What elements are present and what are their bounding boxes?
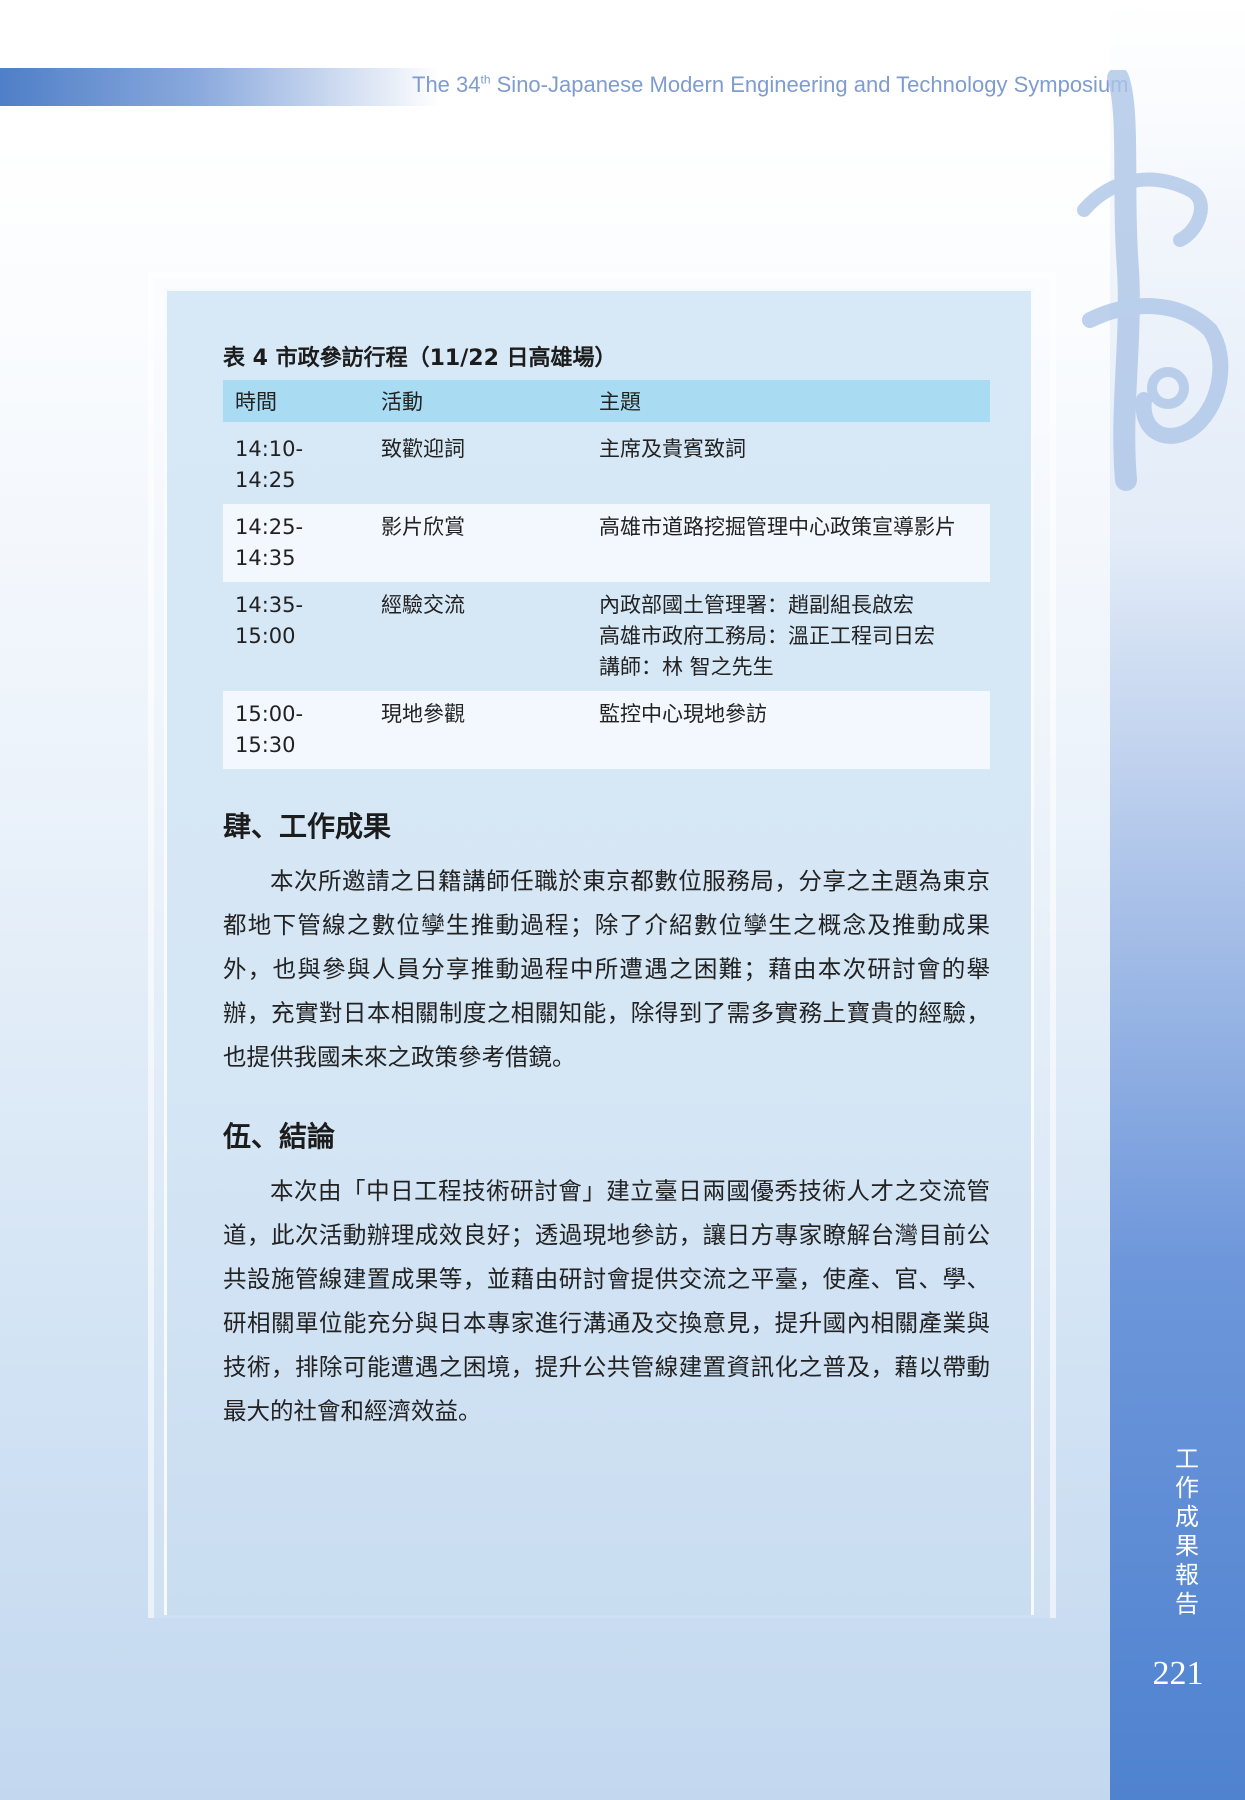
side-char: 作 [1175, 1474, 1199, 1502]
header-title: The 34th Sino-Japanese Modern Engineerin… [412, 72, 1129, 97]
cell-activity: 致歡迎詞 [381, 437, 465, 461]
table-row: 14:35-15:00 經驗交流 內政部國土管理署：趙副組長啟宏 高雄市政府工務… [223, 582, 990, 691]
column-header-activity: 活動 [369, 380, 587, 422]
cell-time: 15:00-15:30 [223, 691, 369, 769]
section-body-conclusion: 本次由「中日工程技術研討會」建立臺日兩國優秀技術人才之交流管道，此次活動辦理成效… [223, 1177, 990, 1425]
cell-activity: 現地參觀 [369, 691, 587, 769]
side-char: 告 [1175, 1590, 1199, 1618]
column-header-time: 時間 [223, 380, 369, 422]
side-char: 果 [1175, 1532, 1199, 1560]
topic-line: 高雄市道路挖掘管理中心政策宣導影片 [599, 515, 956, 539]
page-number: 221 [1152, 1655, 1204, 1692]
table-row: 15:00-15:30 現地參觀 監控中心現地參訪 [223, 691, 990, 769]
main-content: 表 4 市政參訪行程（11/22 日高雄場） 時間 活動 主題 14:10-14… [223, 340, 990, 1433]
cell-topic: 內政部國土管理署：趙副組長啟宏 高雄市政府工務局：溫正工程司日宏 講師：林 智之… [587, 582, 990, 691]
section-heading-results: 肆、工作成果 [223, 810, 392, 843]
topic-line: 監控中心現地參訪 [599, 702, 767, 726]
topic-line: 主席及貴賓致詞 [599, 437, 746, 461]
section-body-results: 本次所邀請之日籍講師任職於東京都數位服務局，分享之主題為東京都地下管線之數位孿生… [223, 867, 990, 1071]
topic-line: 內政部國土管理署：趙副組長啟宏 [599, 593, 914, 617]
topic-line: 講師：林 智之先生 [599, 655, 774, 679]
cell-topic: 主席及貴賓致詞 [587, 426, 990, 504]
section-heading-conclusion: 伍、結論 [223, 1120, 336, 1153]
side-char: 成 [1175, 1503, 1199, 1531]
topic-line: 高雄市政府工務局：溫正工程司日宏 [599, 624, 935, 648]
cell-topic: 高雄市道路挖掘管理中心政策宣導影片 [587, 504, 990, 582]
table-header-row: 時間 活動 主題 [223, 380, 990, 422]
calligraphy-decoration [1077, 70, 1229, 491]
schedule-table: 時間 活動 主題 14:10-14:25 致歡迎詞 主席及貴賓致詞 14:25-… [223, 380, 990, 769]
side-vertical-label: 工 作 成 果 報 告 [1172, 1445, 1202, 1619]
cell-activity: 影片欣賞 [369, 504, 587, 582]
cell-time: 14:10-14:25 [235, 437, 304, 492]
cell-time: 14:25-14:35 [223, 504, 369, 582]
cell-activity: 經驗交流 [381, 593, 465, 617]
column-header-topic: 主題 [587, 380, 990, 422]
side-char: 工 [1175, 1445, 1199, 1473]
table-row: 14:10-14:25 致歡迎詞 主席及貴賓致詞 [223, 426, 990, 504]
cell-topic: 監控中心現地參訪 [587, 691, 990, 769]
header-band [0, 68, 440, 106]
table-caption: 表 4 市政參訪行程（11/22 日高雄場） [223, 346, 617, 371]
cell-time: 14:35-15:00 [235, 593, 304, 648]
table-row: 14:25-14:35 影片欣賞 高雄市道路挖掘管理中心政策宣導影片 [223, 504, 990, 582]
side-char: 報 [1175, 1561, 1199, 1589]
